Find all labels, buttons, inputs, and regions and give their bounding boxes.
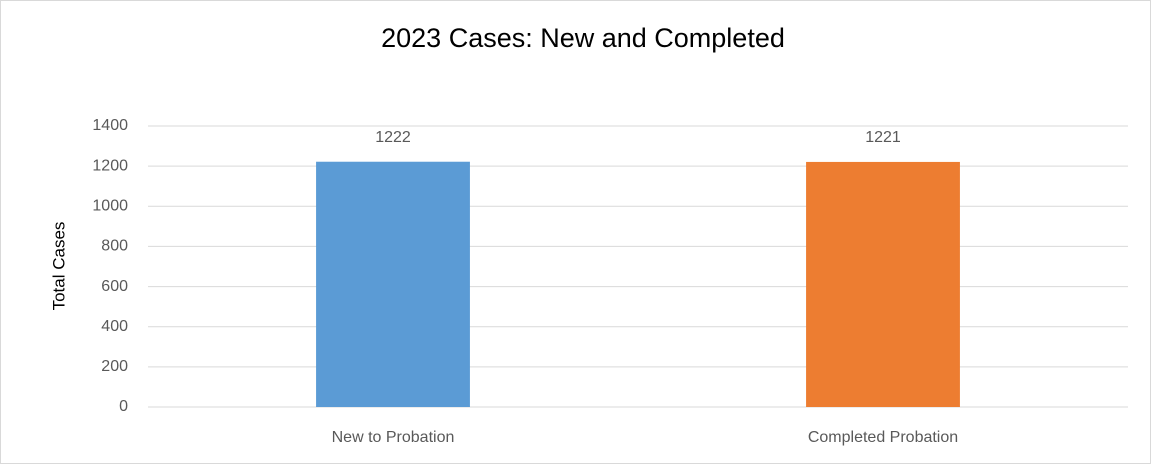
- y-tick-label: 1200: [92, 157, 128, 174]
- chart-title: 2023 Cases: New and Completed: [381, 23, 785, 53]
- x-tick-label: New to Probation: [332, 429, 455, 446]
- y-tick-label: 0: [119, 398, 128, 415]
- y-tick-label: 200: [101, 358, 128, 375]
- y-tick-label: 1400: [92, 117, 128, 134]
- y-tick-label: 600: [101, 278, 128, 295]
- data-label: 1221: [865, 129, 901, 146]
- y-tick-label: 1000: [92, 198, 128, 215]
- data-label: 1222: [375, 129, 411, 146]
- y-axis-title: Total Cases: [49, 222, 68, 311]
- bar: [316, 161, 470, 407]
- x-tick-label: Completed Probation: [808, 429, 958, 446]
- bar: [806, 161, 960, 407]
- y-tick-label: 800: [101, 238, 128, 255]
- y-tick-label: 400: [101, 318, 128, 335]
